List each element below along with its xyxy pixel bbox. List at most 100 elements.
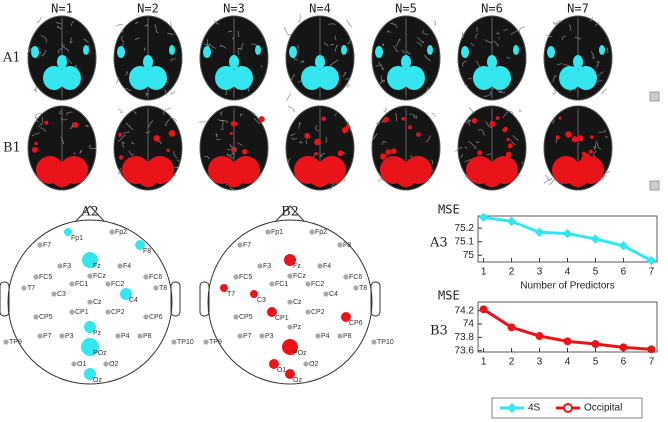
activation [590,135,594,139]
activation [231,66,253,90]
gyrus [425,87,429,93]
row-label: B1 [3,141,21,156]
electrode-label: P7 [43,333,52,340]
gyrus [506,57,511,59]
electrode-highlight [81,338,99,356]
gyrus [468,140,477,149]
electrode [37,242,43,248]
electrode-label: TP10 [377,339,394,346]
gyrus [176,159,180,162]
gyrus [460,154,464,159]
gyrus [382,43,385,47]
gyrus [169,117,177,122]
activation [477,150,483,156]
data-point [506,216,517,227]
electrode-label: FCz [293,273,306,280]
gyrus [378,62,384,71]
gyrus [144,23,148,27]
gyrus [543,177,553,184]
brain-image [371,15,441,101]
gyrus [154,23,156,27]
electrode-label: Oz [293,377,302,384]
gyrus [320,152,325,157]
electrode [257,263,263,269]
gyrus [208,43,216,49]
gyrus [431,112,436,118]
column-header: N=2 [137,2,159,16]
electrode-label: Fp1 [271,229,283,236]
electrode-label: P4 [121,333,130,340]
gyrus [498,91,506,94]
gyrus [145,93,148,97]
data-point [618,241,629,251]
gyrus [334,45,339,52]
gyrus [505,110,514,114]
gyrus [593,146,597,151]
activation [118,132,123,137]
row-label: A1 [2,51,21,66]
activation [72,121,79,128]
gyrus [330,43,334,46]
gyrus [346,84,351,89]
gyrus [163,107,171,115]
activation [387,66,409,90]
column-header: N=7 [567,2,589,16]
x-tick-label: 5 [593,357,599,368]
electrode [3,339,9,345]
electrode [71,361,77,367]
activation [43,66,65,90]
brain-image [199,15,269,101]
activation [407,125,413,130]
electrode-highlight [120,288,132,300]
gyrus [62,46,70,52]
gyrus [433,20,437,27]
gyrus [334,35,337,41]
gyrus [231,151,236,155]
y-tick-label: 74.2 [455,305,475,316]
data-point [619,343,628,352]
activation [315,55,325,69]
gyrus [128,150,134,156]
gyrus [31,132,40,137]
activation [314,152,318,156]
x-tick-label: 7 [649,267,655,278]
activation [310,169,330,187]
activation [229,131,233,135]
gyrus [237,30,239,37]
activation [555,135,560,140]
electrode [143,314,149,320]
electrode-label: F3 [63,263,71,270]
electrode-label: CP2 [311,309,325,316]
brain-image [27,105,97,191]
gyrus [402,49,405,54]
x-tick-label: 3 [537,267,543,278]
ear [0,281,10,317]
gyrus [240,113,244,117]
y-axis-label: MSE [438,289,460,303]
panel-label: B3 [430,324,448,339]
activation [599,45,605,55]
electrode-label: FC1 [275,281,288,288]
electrode-label: P4 [321,333,330,340]
gyrus [60,117,68,121]
electrode [69,281,75,287]
gyrus [409,113,416,117]
y-tick-label: 75.1 [455,236,475,247]
activation [314,138,321,146]
gyrus [413,115,417,119]
activation [118,155,124,160]
activation [568,169,588,187]
gyrus [468,119,471,126]
electrode [233,314,239,320]
electrode [303,361,309,367]
electrode-label: Fp1 [71,235,83,242]
activation [505,151,512,158]
electrode [237,242,243,248]
gyrus [298,122,301,129]
gyrus [375,64,382,67]
gyrus [342,72,347,77]
activation [317,66,339,90]
data-point [478,212,489,223]
legend-marker [563,403,573,413]
